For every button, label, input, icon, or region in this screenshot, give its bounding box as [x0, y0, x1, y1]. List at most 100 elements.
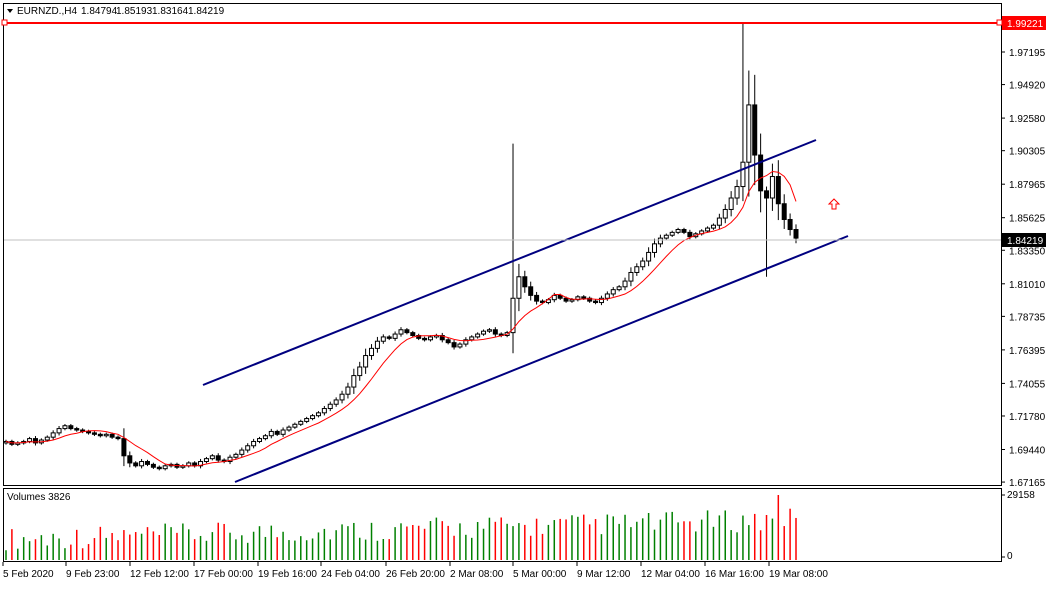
dropdown-triangle-icon[interactable]	[7, 9, 13, 13]
candle-body	[663, 234, 669, 239]
candle-body	[445, 339, 451, 344]
candle-body	[91, 432, 97, 435]
candle-body	[593, 300, 599, 304]
volume-panel-title: Volumes 3826	[7, 492, 71, 503]
candle-body	[410, 332, 416, 336]
candle-body	[640, 260, 646, 268]
candle-body	[233, 453, 239, 458]
candle-body	[268, 430, 274, 437]
candle-body	[516, 276, 522, 299]
candle-body	[557, 294, 563, 299]
candle-body	[722, 208, 728, 219]
candle-body	[209, 455, 215, 460]
time-axis: 5 Feb 2020 9 Feb 23:00 12 Feb 12:00 17 Feb …	[2, 562, 828, 580]
ohlc-open: 1.84794	[81, 6, 118, 17]
candle-body	[657, 237, 663, 245]
candle-body	[333, 399, 339, 405]
candle-body	[752, 104, 758, 156]
candle-body	[62, 425, 68, 430]
candle-body	[740, 161, 746, 188]
current-price-label: 1.84219	[1007, 236, 1044, 247]
candle-body	[681, 229, 687, 233]
candle-body	[203, 458, 209, 463]
candlestick-series	[3, 23, 799, 471]
candle-body	[74, 428, 80, 431]
time-axis-label: 17 Feb 00:00	[194, 569, 253, 580]
alert-price-label: 1.99221	[1007, 19, 1044, 30]
candle-body	[652, 243, 658, 253]
price-axis-label: 1.87965	[1009, 180, 1046, 191]
candle-body	[109, 433, 115, 438]
candle-body	[44, 436, 50, 441]
candle-body	[369, 347, 375, 357]
alert-line-right-handle[interactable]	[996, 19, 1003, 26]
channel-upper-line[interactable]	[202, 139, 817, 386]
candle-body	[380, 336, 386, 342]
price-axis-label: 1.92580	[1009, 114, 1046, 125]
candle-body	[775, 176, 781, 205]
time-axis-label: 19 Feb 16:00	[258, 569, 317, 580]
candle-body	[374, 340, 380, 349]
candle-body	[32, 438, 38, 444]
candle-body	[728, 197, 734, 210]
candle-body	[669, 231, 675, 236]
candle-body	[569, 299, 575, 302]
candle-body	[622, 280, 628, 288]
candle-body	[150, 463, 156, 468]
price-axis-label: 1.67165	[1009, 478, 1046, 489]
candle-body	[144, 461, 150, 465]
candle-body	[262, 435, 268, 440]
candle-body	[351, 375, 357, 388]
candle-body	[604, 293, 610, 299]
alert-line-left-handle[interactable]	[1, 19, 8, 26]
time-axis-label: 9 Feb 23:00	[66, 569, 120, 580]
time-axis-label: 26 Feb 20:00	[386, 569, 445, 580]
candle-body	[486, 329, 492, 332]
candle-body	[781, 203, 787, 220]
price-axis-label: 1.97195	[1009, 48, 1046, 59]
candle-body	[392, 333, 398, 339]
candle-body	[422, 337, 428, 341]
ohlc-low: 1.83164	[152, 6, 189, 17]
candle-body	[551, 294, 557, 301]
candle-body	[481, 330, 487, 335]
volume-bars	[5, 495, 797, 560]
candle-body	[398, 329, 404, 335]
symbol-label: EURNZD.,H4	[17, 6, 77, 17]
candle-body	[598, 297, 604, 304]
candle-body	[758, 154, 764, 192]
candle-body	[345, 386, 351, 395]
price-axis-label: 1.81010	[1009, 280, 1046, 291]
current-price-badge	[1002, 233, 1046, 247]
ohlc-high: 1.85193	[116, 6, 153, 17]
candle-body	[528, 286, 534, 296]
time-axis-label: 9 Mar 12:00	[577, 569, 631, 580]
candle-body	[127, 455, 133, 464]
price-axis-label: 1.71780	[1009, 412, 1046, 423]
arrow-up-icon[interactable]	[827, 198, 841, 210]
candle-body	[292, 423, 298, 428]
candle-body	[457, 343, 463, 348]
price-axis-label: 1.76395	[1009, 346, 1046, 357]
candle-body	[563, 297, 569, 302]
channel-lower-line[interactable]	[234, 235, 849, 483]
time-axis-label: 5 Feb 2020	[3, 569, 54, 580]
candle-body	[787, 218, 793, 231]
candle-body	[27, 438, 33, 442]
candle-body	[510, 297, 516, 334]
candle-body	[734, 186, 740, 199]
candle-body	[475, 333, 481, 338]
candle-body	[103, 433, 109, 437]
candle-body	[404, 329, 410, 334]
candle-body	[463, 339, 469, 345]
candle-body	[764, 190, 770, 199]
candle-body	[133, 462, 139, 467]
candle-body	[469, 336, 475, 341]
candle-body	[386, 336, 392, 339]
candle-body	[769, 176, 775, 199]
time-axis-label: 12 Feb 12:00	[130, 569, 189, 580]
price-axis-label: 1.78735	[1009, 312, 1046, 323]
candle-body	[257, 438, 263, 442]
